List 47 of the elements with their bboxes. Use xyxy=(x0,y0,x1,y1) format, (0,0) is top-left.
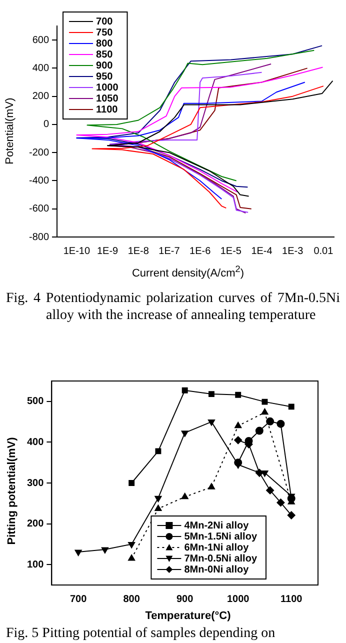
x-tick-label: 1000 xyxy=(226,594,250,605)
caption: Fig. 4 Potentiodynamic polarization curves of 7Mn-0.5Ni alloy with the increase of annealing temperature xyxy=(6,290,340,324)
x-tick-label: 1100 xyxy=(280,594,303,605)
legend-label: 1100 xyxy=(96,104,118,116)
legend-label: 7Mn-0.5Ni alloy xyxy=(184,553,258,564)
y-tick-label: -200 xyxy=(29,147,50,158)
legend-label: 8Mn-0Ni alloy xyxy=(184,564,250,576)
x-axis-title: Current density(A/cm$^{2}$) xyxy=(130,264,246,280)
y-axis-title: Pitting potential(mV) xyxy=(6,437,18,545)
y-tick-label: 200 xyxy=(32,91,50,102)
legend-label: 950 xyxy=(96,71,114,82)
x-tick-label: 1E-4 xyxy=(251,246,273,257)
x-tick-label: 800 xyxy=(123,594,140,605)
legend-label: 1000 xyxy=(96,82,119,94)
y-tick-label: -800 xyxy=(29,232,50,243)
x-tick-label: 1E-8 xyxy=(128,246,150,257)
legend-label: 4Mn-2Ni alloy xyxy=(184,520,250,532)
x-tick-label: 700 xyxy=(70,594,88,605)
y-tick-label: 400 xyxy=(32,62,50,74)
y-tick-label: 600 xyxy=(32,34,50,46)
x-tick-label: 0.01 xyxy=(314,246,334,257)
x-tick-label: 1E-7 xyxy=(158,246,180,257)
legend-label: 900 xyxy=(96,60,114,72)
y-tick-label: -400 xyxy=(29,175,50,186)
y-tick-label: 500 xyxy=(26,396,44,408)
x-axis-title: Temperature(°C) xyxy=(144,610,232,622)
y-tick-label: 0 xyxy=(43,119,50,130)
legend-label: 750 xyxy=(96,27,114,38)
y-tick-label: 100 xyxy=(26,559,44,570)
x-tick-label: 1E-9 xyxy=(96,246,119,257)
legend-label: 6Mn-1Ni alloy xyxy=(184,542,250,554)
y-tick-label: 400 xyxy=(26,436,44,448)
x-tick-label: 1E-5 xyxy=(220,246,242,257)
legend-label: 1050 xyxy=(96,93,119,104)
legend-label: 850 xyxy=(96,49,114,60)
legend-label: 700 xyxy=(96,16,114,28)
y-axis-title: Potential(mV) xyxy=(4,98,16,164)
x-tick-label: 900 xyxy=(176,594,194,605)
legend-label: 800 xyxy=(96,38,114,50)
legend-label: 5Mn-1.5Ni alloy xyxy=(184,531,258,542)
y-tick-label: 200 xyxy=(26,518,44,530)
y-tick-label: 300 xyxy=(26,478,44,489)
x-tick-label: 1E-6 xyxy=(190,246,212,257)
x-tick-label: 1E-10 xyxy=(63,246,90,257)
caption: Fig. 5 Pitting potential of samples depending on xyxy=(6,625,276,642)
y-tick-label: -600 xyxy=(29,204,50,215)
x-tick-label: 1E-3 xyxy=(282,246,304,257)
